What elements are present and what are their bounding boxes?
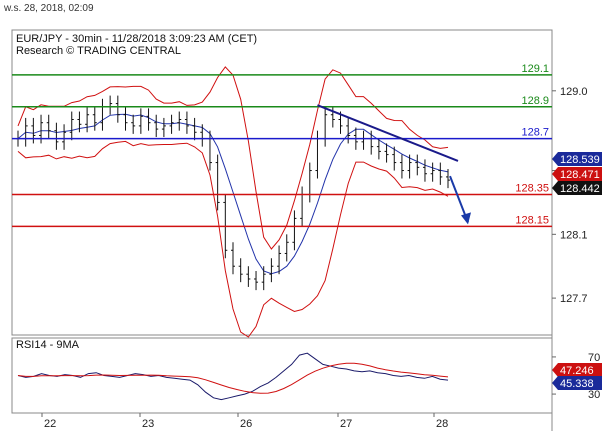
rsi-line [17, 352, 449, 401]
y-tick-label: 127.7 [560, 293, 588, 305]
price-tag-bg [552, 167, 602, 181]
chart-title: EUR/JPY - 30min - 11/28/2018 3:09:23 AM … [16, 33, 257, 45]
level-label: 128.9 [521, 95, 549, 107]
level-label: 129.1 [521, 63, 549, 75]
resistance-trendline [317, 104, 459, 162]
chart-subtitle: Research © TRADING CENTRAL [16, 45, 181, 57]
rsi-tag-bg [552, 376, 602, 390]
price-tag: 128.471 [560, 169, 600, 181]
rsi-tick-label: 30 [588, 389, 600, 401]
x-tick-label: 27 [340, 418, 352, 430]
y-tick-label: 128.1 [560, 229, 588, 241]
lower-band [17, 140, 449, 338]
y-tick-label: 129.0 [560, 86, 588, 98]
price-tag-bg [552, 181, 602, 195]
rsi-tag-bg [552, 363, 602, 377]
x-tick-label: 23 [142, 418, 154, 430]
rsi-label: RSI14 - 9MA [16, 339, 80, 351]
level-label: 128.35 [515, 182, 549, 194]
rsi-tag: 45.338 [560, 378, 594, 390]
main-panel [11, 29, 553, 336]
rsi-ma-line [17, 362, 449, 394]
price-tag-bg [552, 152, 602, 166]
price-tag: 128.539 [560, 154, 600, 166]
rsi-tick-label: 70 [588, 352, 600, 364]
price-tag: 128.442 [560, 183, 600, 195]
x-tick-label: 26 [240, 418, 252, 430]
x-tick-label: 28 [436, 418, 448, 430]
x-tick-label: 22 [44, 418, 56, 430]
level-label: 128.7 [521, 127, 549, 139]
forecast-arrow-head [461, 212, 471, 225]
timestamp: w.s. 28, 2018, 02:09 [4, 3, 94, 14]
level-label: 128.15 [515, 214, 549, 226]
rsi-tag: 47.246 [560, 365, 594, 377]
